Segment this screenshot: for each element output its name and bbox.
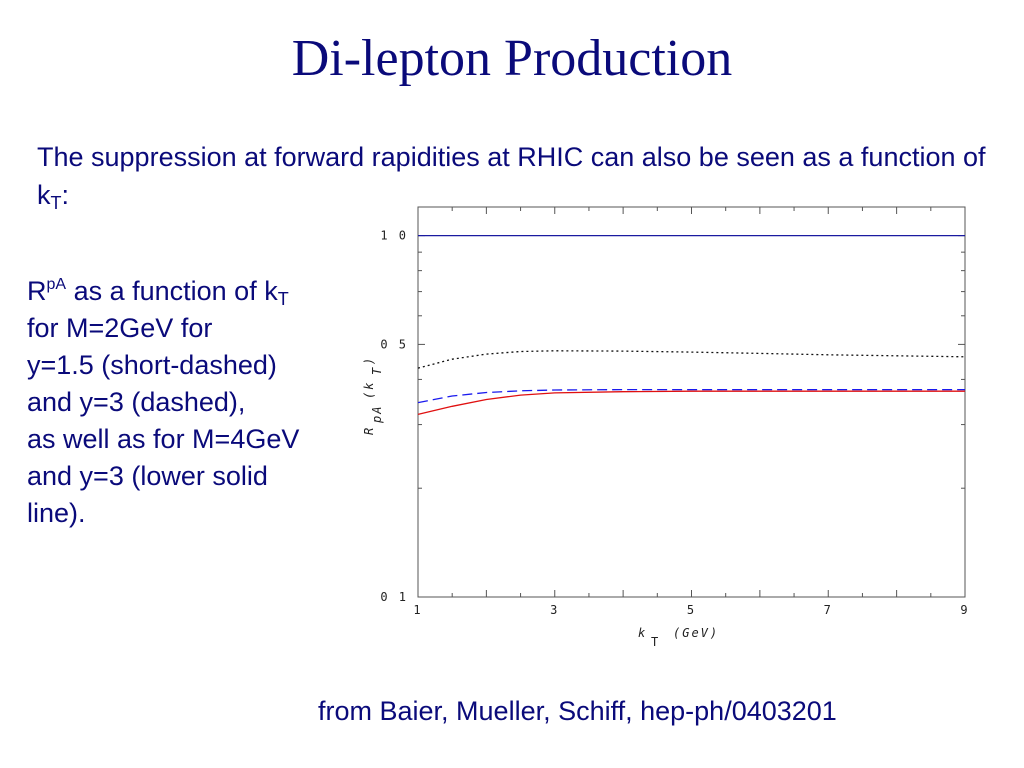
source-citation: from Baier, Mueller, Schiff, hep-ph/0403… bbox=[318, 696, 837, 726]
y-axis-label-pa: pA bbox=[370, 405, 384, 424]
slide-title: Di-lepton Production bbox=[291, 30, 733, 87]
x-tick-label: 9 bbox=[960, 603, 969, 617]
x-tick-label: 3 bbox=[550, 603, 559, 617]
plot-frame bbox=[417, 206, 966, 598]
caption-line-1: RpA as a function of kT bbox=[27, 273, 377, 310]
x-axis-label-unit: (GeV) bbox=[673, 626, 719, 640]
caption-part1-sub: T bbox=[277, 289, 289, 309]
x-tick-label: 1 bbox=[413, 603, 422, 617]
intro-text: The suppression at forward rapidities at… bbox=[37, 138, 1012, 214]
caption-line-7: line). bbox=[27, 498, 86, 528]
figure-caption: RpA as a function of kT for M=2GeV for y… bbox=[27, 273, 377, 532]
caption-r-sup: pA bbox=[46, 276, 67, 293]
y-axis-label-rest: (k bbox=[362, 381, 376, 399]
y-axis-label-t: T bbox=[370, 366, 384, 375]
intro-main: The suppression at forward rapidities at… bbox=[37, 142, 986, 210]
caption-line-4: and y=3 (dashed), bbox=[27, 387, 246, 417]
x-axis-label-sub: T bbox=[651, 635, 660, 649]
series-group bbox=[417, 234, 966, 416]
y-tick-label: 0 1 bbox=[380, 590, 408, 604]
caption-line-6: and y=3 (lower solid bbox=[27, 461, 268, 491]
series-line-3 bbox=[417, 390, 965, 416]
y-axis-label-close: ) bbox=[362, 356, 376, 365]
intro-end: : bbox=[61, 180, 70, 210]
x-axis-title: k T (GeV) bbox=[638, 626, 719, 649]
caption-line-3: y=1.5 (short-dashed) bbox=[27, 350, 277, 380]
intro-subscript: T bbox=[50, 193, 62, 213]
axis-ticks bbox=[417, 207, 966, 598]
y-tick-label: 0 5 bbox=[380, 337, 408, 351]
y-axis-label-r: R bbox=[362, 426, 376, 435]
y-tick-label: 1 0 bbox=[380, 229, 408, 243]
x-tick-label: 5 bbox=[687, 603, 696, 617]
y-axis-title: R pA (k T ) bbox=[362, 356, 384, 435]
x-axis-label-k: k bbox=[638, 626, 647, 640]
x-tick-labels: 1 3 5 7 9 bbox=[413, 603, 969, 617]
series-line-1 bbox=[417, 350, 966, 369]
x-tick-label: 7 bbox=[824, 603, 833, 617]
caption-line-2: for M=2GeV for bbox=[27, 313, 213, 343]
y-tick-labels: 0 10 51 0 bbox=[380, 229, 408, 604]
caption-r: R bbox=[27, 276, 47, 306]
caption-part1: as a function of k bbox=[66, 276, 278, 306]
caption-line-5: as well as for M=4GeV bbox=[27, 424, 300, 454]
